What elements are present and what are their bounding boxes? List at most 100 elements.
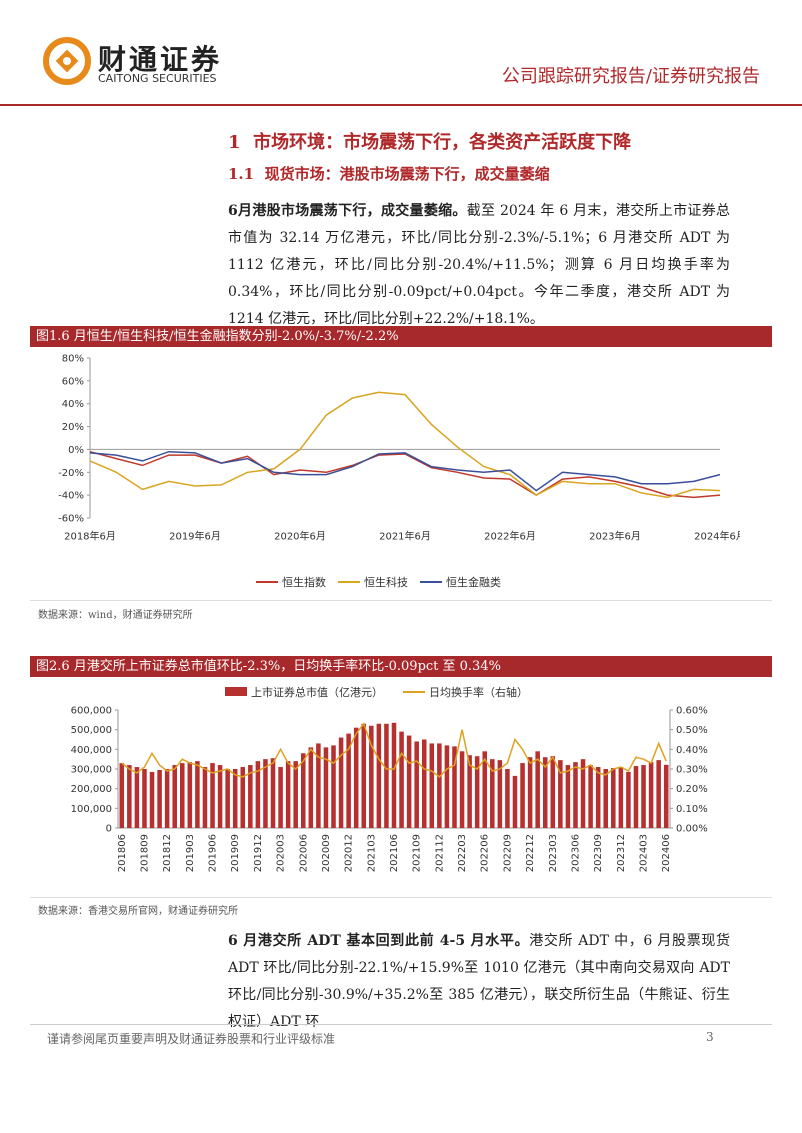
bar bbox=[248, 765, 253, 828]
x-tick-label: 202009 bbox=[321, 834, 332, 872]
bar bbox=[127, 765, 132, 828]
bar bbox=[210, 763, 215, 828]
bar bbox=[225, 769, 230, 828]
legend-label: 恒生科技 bbox=[364, 575, 408, 589]
bar bbox=[285, 761, 291, 828]
bar bbox=[316, 743, 321, 828]
y-tick-label: 400,000 bbox=[71, 745, 112, 756]
chart: 0 100,000 200,000 300,000 400,000 500,000 600,… bbox=[71, 685, 708, 872]
line-series bbox=[89, 450, 721, 492]
y-tick-label: 600,000 bbox=[71, 706, 112, 717]
paragraph: 6月港股市场震荡下行，成交量萎缩。截至 2024 年 6 月末，港交所上市证券总… bbox=[228, 198, 730, 333]
bar bbox=[263, 759, 268, 828]
bar bbox=[346, 733, 351, 828]
y-tick-label: -40% bbox=[58, 491, 84, 502]
line-series bbox=[89, 450, 721, 499]
rule bbox=[30, 600, 772, 601]
bar bbox=[278, 767, 283, 828]
x-tick-label: 2023年6月 bbox=[589, 529, 641, 542]
bar bbox=[611, 768, 616, 828]
bar bbox=[293, 761, 298, 828]
bar bbox=[505, 769, 510, 828]
bar bbox=[391, 722, 397, 828]
x-tick-label: 201909 bbox=[230, 834, 241, 872]
bar bbox=[535, 751, 540, 828]
bar bbox=[202, 767, 208, 828]
bar bbox=[520, 763, 525, 828]
bar bbox=[542, 757, 548, 828]
bar bbox=[255, 761, 261, 828]
logo-icon bbox=[43, 37, 91, 85]
disclaimer: 谨请参阅尾页重要声明及财通证券股票和行业评级标准 bbox=[47, 1032, 336, 1046]
source: 数据来源：wind，财通证券研究所 bbox=[38, 610, 193, 621]
x-tick-label: 201812 bbox=[162, 834, 173, 872]
bar bbox=[134, 767, 140, 828]
legend-label: 日均换手率（右轴） bbox=[429, 685, 528, 699]
chart: -60% -40% -20% 0% 20% 40% 60% 80% 2018年6月 2019年6月… bbox=[58, 354, 740, 590]
bar bbox=[648, 762, 654, 828]
bar bbox=[641, 765, 646, 828]
x-tick-label: 201906 bbox=[208, 834, 219, 872]
bar bbox=[580, 759, 586, 828]
bar bbox=[406, 735, 412, 828]
subsection-number: 1.1 bbox=[228, 165, 255, 183]
y-tick-label: 300,000 bbox=[71, 765, 112, 776]
bar bbox=[573, 762, 578, 828]
x-tick-label: 2019年6月 bbox=[169, 529, 221, 542]
bar bbox=[618, 767, 624, 828]
body-text: 截至 2024 年 6 月末，港交所上市证券总市值为 32.14 万亿港元，环比… bbox=[228, 203, 730, 327]
x-tick-label: 202206 bbox=[480, 834, 491, 872]
bar bbox=[376, 723, 382, 828]
body-text: 港交所 ADT 中，6 月股票现货 ADT 环比/同比分别-22.1%/+15.… bbox=[228, 933, 730, 1030]
bar bbox=[187, 762, 193, 828]
page-number: 3 bbox=[706, 1030, 714, 1044]
bar bbox=[232, 769, 238, 828]
line-series bbox=[121, 722, 667, 778]
bar bbox=[626, 771, 631, 828]
bar bbox=[444, 745, 450, 828]
x-tick-label: 202112 bbox=[434, 834, 445, 872]
y-tick-label: -20% bbox=[58, 468, 84, 479]
x-tick-label: 201806 bbox=[117, 834, 128, 872]
bar bbox=[588, 765, 593, 828]
rule bbox=[30, 897, 772, 898]
x-tick-label: 202306 bbox=[570, 834, 581, 872]
x-tick-label: 202006 bbox=[298, 834, 309, 872]
bar bbox=[595, 767, 601, 828]
bar bbox=[361, 723, 367, 828]
bar bbox=[338, 737, 344, 828]
y-tick-label: 0% bbox=[68, 445, 84, 456]
legend-label: 上市证券总市值（亿港元） bbox=[251, 685, 383, 699]
y-tick-label: 200,000 bbox=[71, 784, 112, 795]
figure-title: 图1.6 月恒生/恒生科技/恒生金融指数分别-2.0%/-3.7%/-2.2% bbox=[30, 326, 772, 347]
bar bbox=[164, 769, 170, 828]
bar bbox=[384, 723, 389, 828]
bar bbox=[421, 739, 427, 828]
x-tick-label: 202212 bbox=[525, 834, 536, 872]
bar bbox=[142, 769, 147, 828]
line-series bbox=[89, 391, 721, 499]
bar bbox=[558, 760, 563, 828]
source: 数据来源：香港交易所官网，财通证券研究所 bbox=[38, 906, 238, 917]
bar bbox=[459, 751, 465, 828]
legend-label: 恒生指数 bbox=[282, 575, 326, 589]
y2-tick-label: 0.00% bbox=[676, 824, 708, 835]
lead: 6 月港交所 ADT 基本回到此前 4-5 月水平。 bbox=[228, 933, 530, 949]
bar bbox=[414, 741, 419, 828]
y2-tick-label: 0.20% bbox=[676, 784, 708, 795]
y-tick-label: -60% bbox=[58, 514, 84, 525]
x-tick-label: 202203 bbox=[457, 834, 468, 872]
section-title: 市场环境：市场震荡下行，各类资产活跃度下降 bbox=[253, 132, 632, 153]
bar bbox=[217, 765, 223, 828]
bar bbox=[437, 743, 442, 828]
x-tick-label: 202209 bbox=[502, 834, 513, 872]
bar bbox=[603, 769, 608, 828]
bar bbox=[149, 771, 155, 828]
bar bbox=[474, 756, 480, 828]
x-tick-label: 2018年6月 bbox=[64, 529, 116, 542]
bar bbox=[157, 769, 162, 828]
y2-tick-label: 0.30% bbox=[676, 765, 708, 776]
x-tick-label: 202403 bbox=[639, 834, 650, 872]
logo-en: CAITONG SECURITIES bbox=[98, 72, 217, 85]
y-tick-label: 100,000 bbox=[71, 804, 112, 815]
